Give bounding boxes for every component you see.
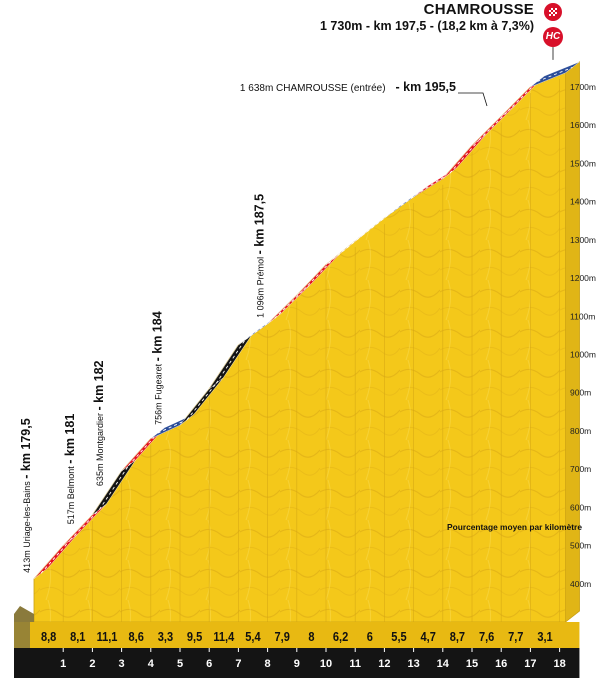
gradient-value: 3,1 [537,629,553,644]
km-tick-label: 10 [320,658,332,670]
waypoint-text: 756m Fugearet - km 184 [150,311,164,425]
km-tick-label: 12 [378,658,390,670]
waypoint-text: 1 096m Prémol - km 187,5 [253,194,267,318]
y-tick-label: 1400m [570,197,596,207]
y-tick-label: 500m [570,541,591,551]
waypoint-text: 413m Uriage-les-Bains - km 179,5 [19,418,33,573]
climb-subtitle: 1 730m - km 197,5 - (18,2 km à 7,3%) [319,19,534,33]
road-centerline [274,289,305,319]
gradient-value: 8,8 [41,629,57,644]
waypoint-km: - km 179,5 [19,418,33,479]
y-tick-label: 600m [570,502,591,512]
waypoint-km: - km 181 [63,414,77,464]
km-tick-label: 1 [60,658,66,670]
gradient-value: 8 [308,629,314,644]
y-tick-label: 1000m [570,350,596,360]
waypoint-label: 517m Belmont - km 181 [63,414,77,525]
km-tick-label: 11 [349,658,361,670]
km-tick-label: 8 [265,658,271,670]
road-centerline [99,465,129,510]
km-tick-label: 3 [119,658,125,670]
gradient-value: 5,5 [391,629,407,644]
gradient-value: 8,7 [450,629,466,644]
waypoint-label: 635m Montgardier - km 182 [92,360,106,486]
terrain-area [33,61,580,623]
terrain-side-face [565,61,580,623]
waypoint-text: 635m Montgardier - km 182 [92,360,106,486]
road-centerline [537,66,573,82]
road-centerline [128,432,159,466]
road-centerline [449,139,480,174]
km-tick-label: 17 [524,658,536,670]
y-tick-label: 800m [570,426,591,436]
gradient-strip [14,622,580,648]
gradient-value: 8,6 [128,629,144,644]
waypoint-name: 413m Uriage-les-Bains [22,479,32,573]
y-tick-label: 900m [570,388,591,398]
waypoint-km: - km 187,5 [253,194,267,255]
gradient-value: 7,9 [275,629,291,644]
road-centerline [303,258,334,291]
gradient-value: 9,5 [187,629,203,644]
y-tick-label: 1600m [570,120,596,130]
y-tick-label: 1700m [570,82,596,92]
y-tick-label: 400m [570,579,591,589]
summit-entry-note: 1 638m CHAMROUSSE (entrée) - km 195,5 [240,80,456,94]
gradient-value: 7,7 [508,629,524,644]
gradient-value: 8,1 [70,629,86,644]
gradient-value: 7,6 [479,629,495,644]
gradient-value: 3,3 [158,629,174,644]
waypoint-km: - km 184 [150,311,164,361]
km-tick-label: 13 [407,658,419,670]
gradient-value: 5,4 [245,629,261,644]
road-centerline [40,539,71,574]
waypoint-name: 635m Montgardier [95,411,105,487]
base-left-block [14,614,30,648]
km-tick-label: 18 [553,658,565,670]
km-tick-label: 5 [177,658,183,670]
road-centerline [507,81,538,112]
y-tick-label: 1100m [570,311,595,321]
km-strip [14,648,580,678]
gradient-value: 6 [367,629,373,644]
waypoint-text: 517m Belmont - km 181 [63,414,77,525]
road-centerline [186,383,217,420]
y-tick-label: 1200m [570,273,596,283]
summit-entry-label: 1 638m CHAMROUSSE (entrée) [239,83,386,94]
km-tick-label: 9 [294,658,300,670]
km-tick-label: 4 [148,658,155,670]
km-tick-label: 14 [437,658,450,670]
road-centerline [478,110,509,141]
gradient-value: 4,7 [421,629,437,644]
road-centerline [215,339,246,384]
road-centerline [69,509,100,541]
gradient-value: 11,4 [213,629,234,644]
y-tick-label: 700m [570,464,591,474]
y-tick-label: 1500m [570,158,596,168]
waypoint-label: 756m Fugearet - km 184 [150,311,164,425]
y-tick-label: 1300m [570,235,596,245]
km-tick-label: 15 [466,658,478,670]
checkered-finish-icon [544,3,562,21]
climb-title: CHAMROUSSE [423,1,534,18]
waypoint-label: 413m Uriage-les-Bains - km 179,5 [19,418,33,573]
waypoint-km: - km 182 [92,360,106,410]
summit-entry-km: - km 195,5 [395,80,456,94]
gradient-value: 6,2 [333,629,349,644]
gradient-caption: Pourcentage moyen par kilomètre [447,522,582,532]
road-centerline [157,419,188,434]
km-tick-label: 16 [495,658,507,670]
waypoint-name: 1 096m Prémol [256,254,266,318]
waypoint-name: 756m Fugearet [153,361,163,425]
km-tick-label: 6 [206,658,212,670]
waypoint-label: 1 096m Prémol - km 187,5 [253,194,267,318]
gradient-value: 11,1 [97,629,118,644]
km-tick-label: 7 [235,658,241,670]
hors-categorie-badge: HC [543,27,563,47]
entry-leader-line [458,92,488,107]
waypoint-name: 517m Belmont [66,464,76,525]
km-tick-label: 2 [89,658,95,670]
